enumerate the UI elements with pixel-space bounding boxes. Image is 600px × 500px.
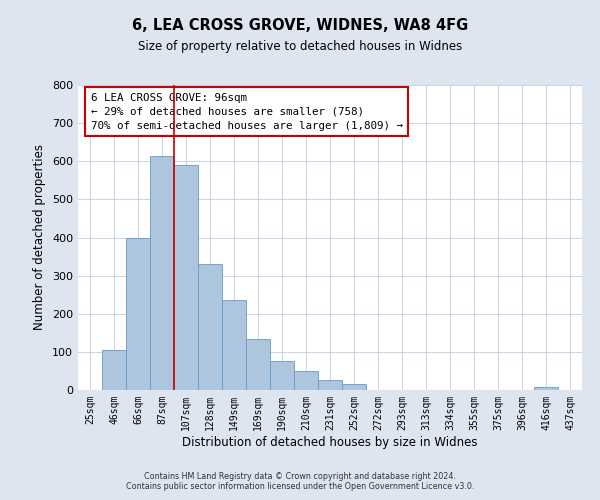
Bar [294,371,318,390]
Bar [222,300,246,390]
X-axis label: Distribution of detached houses by size in Widnes: Distribution of detached houses by size … [182,436,478,448]
Bar [198,264,222,390]
Bar [270,362,294,390]
Text: Size of property relative to detached houses in Widnes: Size of property relative to detached ho… [138,40,462,53]
Text: 6, LEA CROSS GROVE, WIDNES, WA8 4FG: 6, LEA CROSS GROVE, WIDNES, WA8 4FG [132,18,468,32]
Bar [126,238,150,390]
Text: 6 LEA CROSS GROVE: 96sqm
← 29% of detached houses are smaller (758)
70% of semi-: 6 LEA CROSS GROVE: 96sqm ← 29% of detach… [91,92,403,130]
Text: Contains public sector information licensed under the Open Government Licence v3: Contains public sector information licen… [126,482,474,491]
Text: Contains HM Land Registry data © Crown copyright and database right 2024.: Contains HM Land Registry data © Crown c… [144,472,456,481]
Y-axis label: Number of detached properties: Number of detached properties [34,144,46,330]
Bar [174,165,198,390]
Bar [246,338,270,390]
Bar [534,387,558,390]
Bar [318,380,342,390]
Bar [342,384,366,390]
Bar [150,156,174,390]
Bar [102,350,126,390]
